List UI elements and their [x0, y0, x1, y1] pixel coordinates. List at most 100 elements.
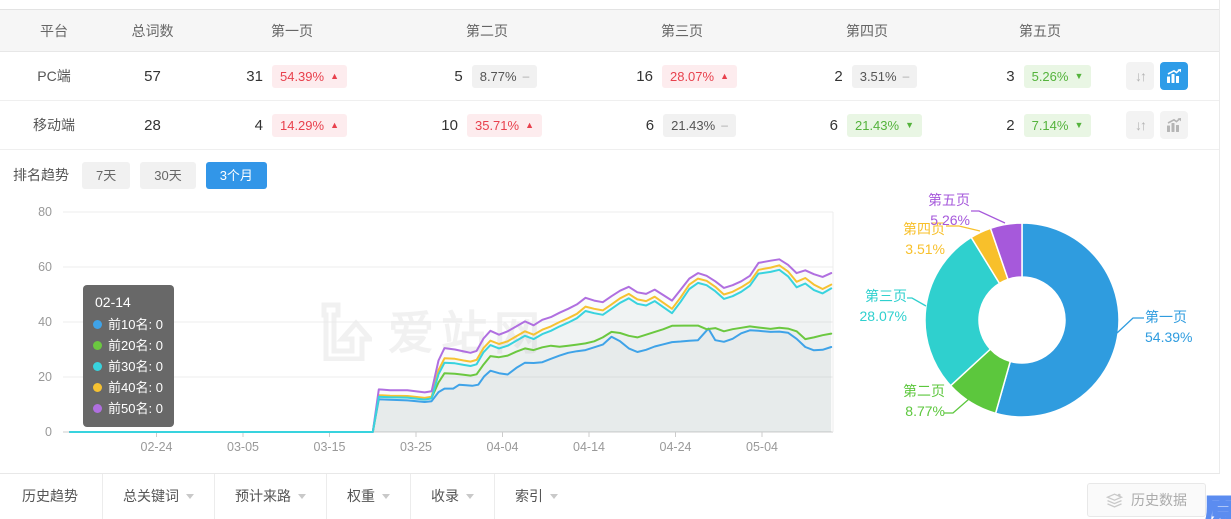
page2-trend-badge: 8.77% –: [471, 64, 538, 88]
x-axis-label: 04-24: [660, 440, 692, 454]
platform-label: 移动端: [33, 117, 75, 133]
pie-leader-line: [971, 210, 1006, 224]
total-words-value: 57: [144, 67, 161, 85]
pie-leader-line: [907, 297, 927, 307]
page1-trend-badge: 14.29% ▲: [271, 113, 347, 137]
page3-count: 16: [636, 67, 653, 85]
page4-count: 2: [834, 67, 843, 85]
table-row-mobile: 移动端 28 4 14.29% ▲ 10 35.71% ▲ 6 21.43% – 6 …: [0, 101, 1219, 150]
page3-trend-badge: 21.43% –: [663, 113, 736, 137]
donut-slice-第一页[interactable]: [994, 222, 1120, 418]
page4-cell: 2 3.51% –: [777, 64, 957, 88]
page5-trend-badge: 5.26% ▼: [1023, 64, 1092, 88]
page5-trend-badge: 7.14% ▼: [1023, 113, 1092, 137]
chart-toggle-icon[interactable]: [1160, 62, 1188, 90]
platform-label: PC端: [37, 68, 71, 84]
x-axis-label: 03-15: [314, 440, 346, 454]
header-total-words: 总词数: [131, 22, 174, 39]
page5-count: 3: [1006, 67, 1015, 85]
rank-summary-table: 平台 总词数 第一页 第二页 第三页 第四页 第五页 PC端 57 31 54.…: [0, 9, 1219, 150]
tab-weight[interactable]: 权重: [326, 474, 410, 519]
page2-count: 5: [454, 67, 463, 85]
tab-3months[interactable]: 3个月: [205, 161, 267, 189]
x-axis-label: 03-25: [400, 440, 432, 454]
series-area-前20名: [70, 325, 832, 432]
donut-svg[interactable]: [845, 185, 1220, 475]
page2-count: 10: [441, 116, 458, 134]
series-area-前50名: [70, 259, 832, 432]
chevron-down-icon: [382, 494, 390, 499]
header-page3: 第三页: [661, 22, 703, 39]
pie-leader-line: [1116, 317, 1144, 334]
pie-label-page4: 第四页 3.51%: [903, 221, 945, 257]
pie-label-page2: 第二页 8.77%: [903, 383, 945, 419]
chevron-down-icon: [298, 494, 306, 499]
page1-trend-badge: 54.39% ▲: [271, 64, 347, 88]
sort-icon[interactable]: ↓↑: [1126, 111, 1154, 139]
pie-label-page3: 第三页 28.07%: [859, 288, 907, 324]
pie-leader-line: [944, 398, 970, 414]
page-distribution-donut-chart: 第一页 54.39% 第二页 8.77% 第三页 28.07% 第四页 3.51% 第五…: [845, 185, 1220, 475]
y-axis-label: 0: [45, 425, 52, 439]
pie-leader-line: [946, 225, 981, 232]
table-header-row: 平台 总词数 第一页 第二页 第三页 第四页 第五页: [0, 10, 1219, 52]
page1-count: 4: [254, 116, 263, 134]
pie-label-page1: 第一页 54.39%: [1145, 309, 1193, 345]
history-data-button[interactable]: 历史数据: [1087, 483, 1206, 517]
y-axis-label: 40: [38, 315, 52, 329]
header-page2: 第二页: [466, 22, 508, 39]
header-page5: 第五页: [1019, 22, 1061, 39]
page2-cell: 10 35.71% ▲: [387, 113, 587, 137]
tab-indexed[interactable]: 收录: [410, 474, 494, 519]
page3-trend-badge: 28.07% ▲: [661, 64, 737, 88]
donut-slice-第五页[interactable]: [989, 222, 1023, 281]
page4-cell: 6 21.43% ▼: [777, 113, 957, 137]
corner-watermark-glyph: 原: [1203, 492, 1231, 519]
series-line-前50名: [69, 258, 833, 433]
y-axis-label: 20: [38, 370, 52, 384]
rank-trend-line-chart[interactable]: 0 20 40 60 80 02-24 03-05 03-15 03-25 04-04 04-14 0…: [0, 195, 850, 470]
x-axis-label: 03-05: [227, 440, 259, 454]
history-trend-label: 历史趋势: [22, 488, 78, 504]
donut-slice-第三页[interactable]: [924, 236, 1001, 387]
series-line-前20名: [69, 324, 833, 433]
chevron-down-icon: [550, 494, 558, 499]
y-axis-label: 80: [38, 205, 52, 219]
page5-count: 2: [1006, 116, 1015, 134]
trend-title: 排名趋势: [13, 167, 69, 183]
tab-7days[interactable]: 7天: [82, 161, 131, 189]
series-line-前10名: [69, 327, 833, 433]
header-platform: 平台: [40, 22, 68, 39]
page2-cell: 5 8.77% –: [387, 64, 587, 88]
series-area-前10名: [70, 328, 832, 432]
page3-cell: 6 21.43% –: [587, 113, 777, 137]
header-page4: 第四页: [846, 22, 888, 39]
sort-icon[interactable]: ↓↑: [1126, 62, 1154, 90]
x-axis-label: 04-14: [573, 440, 605, 454]
x-axis-label: 04-04: [487, 440, 519, 454]
tab-estimated-traffic[interactable]: 预计来路: [214, 474, 326, 519]
tab-30days[interactable]: 30天: [140, 161, 196, 189]
chart-toggle-icon[interactable]: [1160, 111, 1188, 139]
header-page1: 第一页: [271, 22, 313, 39]
page5-cell: 2 7.14% ▼: [957, 113, 1123, 137]
x-axis-label: 05-04: [746, 440, 778, 454]
trend-tab-bar: 排名趋势 7天 30天 3个月: [13, 161, 277, 189]
page5-cell: 3 5.26% ▼: [957, 64, 1123, 88]
page2-trend-badge: 35.71% ▲: [466, 113, 542, 137]
tab-index[interactable]: 索引: [494, 474, 578, 519]
bottom-bar: 历史趋势 总关键词 预计来路 权重 收录 索引 历史数据: [0, 473, 1220, 519]
page4-trend-badge: 3.51% –: [851, 64, 918, 88]
page3-count: 6: [645, 116, 655, 134]
chevron-down-icon: [186, 494, 194, 499]
series-area-前40名: [70, 265, 832, 432]
pie-label-page5: 第五页 5.26%: [928, 192, 970, 228]
series-line-前30名: [69, 268, 833, 433]
series-area-前30名: [70, 269, 832, 432]
tab-total-keywords[interactable]: 总关键词: [102, 474, 214, 519]
y-axis-label: 60: [38, 260, 52, 274]
layers-icon: [1106, 492, 1123, 508]
page4-count: 6: [829, 116, 838, 134]
page1-cell: 4 14.29% ▲: [197, 113, 387, 137]
